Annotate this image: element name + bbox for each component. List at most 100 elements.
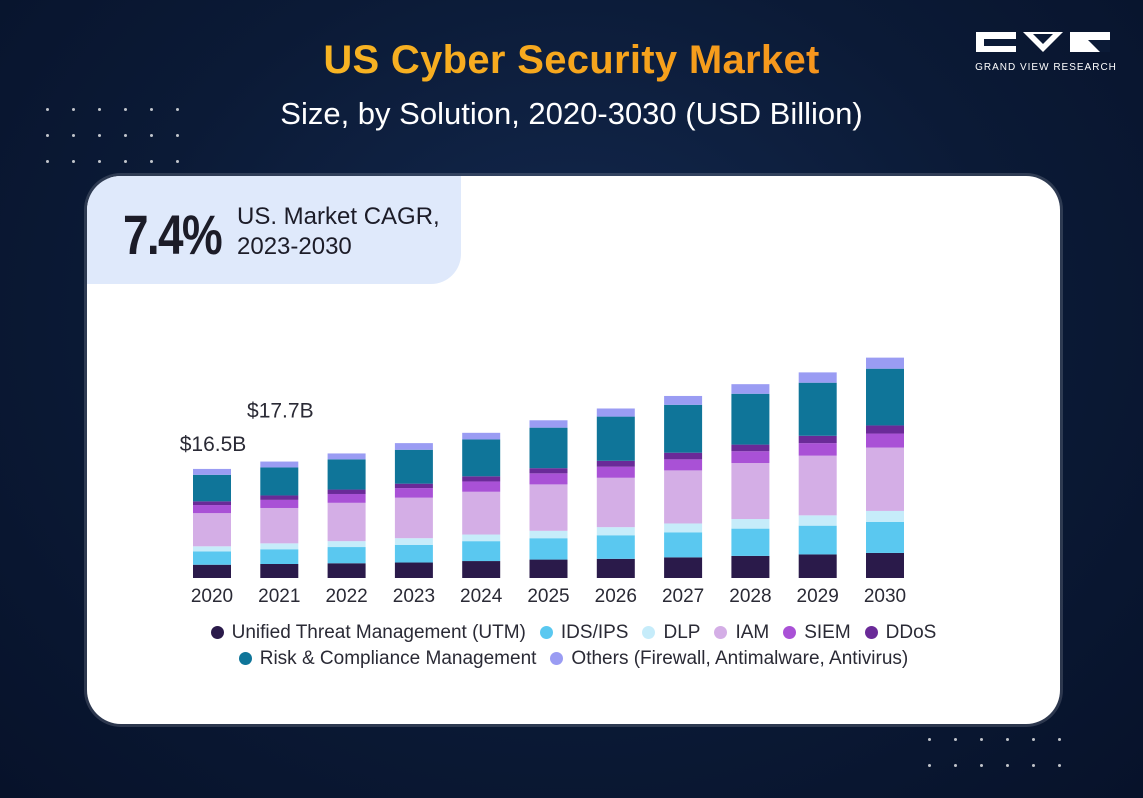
x-tick-label-2023: 2023 bbox=[393, 586, 435, 607]
legend-item-others-firewall-antimalware-antivirus: Others (Firewall, Antimalware, Antivirus… bbox=[550, 648, 908, 670]
bar-segment-2026-dlp bbox=[596, 527, 635, 536]
bar-segment-2022-iam bbox=[327, 502, 366, 542]
bar-segment-2021-ddos bbox=[260, 495, 299, 500]
data-label-2020: $16.5B bbox=[180, 433, 247, 456]
legend-swatch bbox=[210, 626, 224, 639]
cagr-label: US. Market CAGR, 2023-2030 bbox=[237, 202, 457, 262]
page-subtitle: Size, by Solution, 2020-3030 (USD Billio… bbox=[280, 96, 863, 131]
bar-segment-2025-siem bbox=[529, 473, 568, 485]
legend-item-dlp: DLP bbox=[642, 622, 700, 644]
cagr-label-line1: US. Market CAGR, bbox=[237, 203, 440, 230]
bar-segment-2023-risk-compliance-management bbox=[394, 449, 433, 484]
bar-segment-2027-ddos bbox=[664, 452, 703, 460]
legend-item-risk-compliance-management: Risk & Compliance Management bbox=[238, 648, 537, 670]
bar-segment-2026-unified-threat-management-utm- bbox=[596, 558, 635, 578]
cagr-label-line2: 2023-2030 bbox=[237, 233, 352, 260]
bar-segment-2022-ddos bbox=[327, 489, 366, 494]
x-tick-label-2021: 2021 bbox=[258, 586, 300, 607]
bar-segment-2030-ddos bbox=[866, 425, 904, 434]
bar-segment-2029-others-firewall-antimalware-antivirus- bbox=[798, 372, 837, 383]
x-tick-label-2024: 2024 bbox=[460, 586, 503, 607]
x-tick-label-2026: 2026 bbox=[595, 586, 637, 607]
legend-item-siem: SIEM bbox=[783, 622, 851, 644]
bar-segment-2028-others-firewall-antimalware-antivirus- bbox=[731, 384, 770, 394]
decorative-dots-left bbox=[46, 108, 186, 168]
bar-segment-2023-ids-ips bbox=[394, 544, 433, 563]
bar-segment-2025-dlp bbox=[529, 530, 568, 539]
legend-swatch bbox=[864, 626, 878, 639]
bar-segment-2030-ids-ips bbox=[866, 521, 904, 553]
legend-swatch bbox=[783, 626, 797, 639]
bar-segment-2021-risk-compliance-management bbox=[260, 467, 299, 496]
bar-segment-2028-siem bbox=[731, 451, 770, 464]
bar-segment-2022-ids-ips bbox=[327, 547, 366, 564]
bar-segment-2027-others-firewall-antimalware-antivirus- bbox=[664, 395, 703, 405]
bar-segment-2029-ddos bbox=[798, 435, 837, 444]
bar-segment-2030-iam bbox=[866, 447, 904, 511]
cagr-value: 7.4% bbox=[123, 203, 223, 266]
bar-segment-2028-ddos bbox=[731, 444, 770, 452]
bar-segment-2027-iam bbox=[664, 470, 703, 524]
bar-segment-2025-unified-threat-management-utm- bbox=[529, 559, 568, 578]
legend-label: IAM bbox=[735, 622, 770, 643]
bar-segment-2021-ids-ips bbox=[260, 549, 299, 564]
bar-segment-2026-others-firewall-antimalware-antivirus- bbox=[596, 408, 635, 417]
page-title: US Cyber Security Market bbox=[0, 38, 1143, 83]
bar-segment-2024-others-firewall-antimalware-antivirus- bbox=[462, 432, 501, 440]
chart-legend-row2: Risk & Compliance Management Others (Fire… bbox=[87, 648, 1060, 670]
bar-segment-2021-others-firewall-antimalware-antivirus- bbox=[260, 461, 299, 468]
bar-segment-2025-others-firewall-antimalware-antivirus- bbox=[529, 420, 568, 428]
legend-swatch bbox=[539, 626, 553, 639]
bar-segment-2021-siem bbox=[260, 499, 299, 508]
bar-segment-2028-dlp bbox=[731, 519, 770, 529]
bar-segment-2024-ddos bbox=[462, 476, 501, 482]
bar-segment-2029-dlp bbox=[798, 515, 837, 526]
bar-segment-2028-ids-ips bbox=[731, 528, 770, 556]
bar-segment-2025-ids-ips bbox=[529, 538, 568, 560]
bar-segment-2026-siem bbox=[596, 466, 635, 478]
logo-text: GRAND VIEW RESEARCH bbox=[975, 62, 1117, 73]
bar-segment-2020-ids-ips bbox=[193, 551, 231, 565]
chart-card: 7.4% US. Market CAGR, 2023-2030 2020 2021… bbox=[87, 176, 1060, 724]
bar-segment-2029-risk-compliance-management bbox=[798, 382, 837, 436]
bar-segment-2022-siem bbox=[327, 493, 366, 503]
x-tick-label-2030: 2030 bbox=[864, 586, 906, 607]
x-tick-label-2020: 2020 bbox=[191, 586, 233, 607]
bar-segment-2029-iam bbox=[798, 455, 837, 516]
x-tick-label-2029: 2029 bbox=[797, 586, 839, 607]
bar-segment-2023-unified-threat-management-utm- bbox=[394, 562, 433, 578]
bar-segment-2030-dlp bbox=[866, 510, 904, 522]
bar-segment-2025-risk-compliance-management bbox=[529, 427, 568, 469]
data-label-2021: $17.7B bbox=[247, 400, 314, 423]
bar-segment-2028-risk-compliance-management bbox=[731, 393, 770, 445]
bar-segment-2030-others-firewall-antimalware-antivirus- bbox=[866, 357, 904, 369]
legend-label: Others (Firewall, Antimalware, Antivirus… bbox=[571, 648, 909, 669]
bar-segment-2029-unified-threat-management-utm- bbox=[798, 554, 837, 578]
bar-segment-2024-ids-ips bbox=[462, 541, 501, 562]
x-tick-label-2027: 2027 bbox=[662, 586, 704, 607]
decorative-dots-right bbox=[928, 738, 1068, 778]
bar-segment-2026-iam bbox=[596, 477, 635, 528]
legend-label: IDS/IPS bbox=[560, 622, 629, 643]
legend-label: DLP bbox=[663, 622, 701, 643]
bar-segment-2028-iam bbox=[731, 463, 770, 520]
legend-label: Risk & Compliance Management bbox=[259, 648, 537, 669]
legend-swatch bbox=[238, 652, 252, 665]
bar-segment-2027-siem bbox=[664, 459, 703, 471]
bar-segment-2021-unified-threat-management-utm- bbox=[260, 563, 299, 578]
bar-segment-2022-others-firewall-antimalware-antivirus- bbox=[327, 453, 366, 460]
bar-segment-2020-siem bbox=[193, 505, 231, 514]
bar-segment-2028-unified-threat-management-utm- bbox=[731, 555, 770, 578]
bar-segment-2020-dlp bbox=[193, 546, 231, 552]
bar-segment-2022-risk-compliance-management bbox=[327, 459, 366, 490]
bar-segment-2024-iam bbox=[462, 491, 501, 535]
legend-item-iam: IAM bbox=[714, 622, 769, 644]
legend-swatch bbox=[714, 626, 728, 639]
bar-segment-2021-dlp bbox=[260, 543, 299, 550]
bar-segment-2029-siem bbox=[798, 443, 837, 456]
bar-segment-2020-unified-threat-management-utm- bbox=[193, 564, 231, 578]
grand-view-research-logo bbox=[976, 32, 1110, 52]
bar-segment-2026-ddos bbox=[596, 460, 635, 467]
bar-segment-2027-dlp bbox=[664, 523, 703, 533]
legend-item-ids-ips: IDS/IPS bbox=[539, 622, 629, 644]
